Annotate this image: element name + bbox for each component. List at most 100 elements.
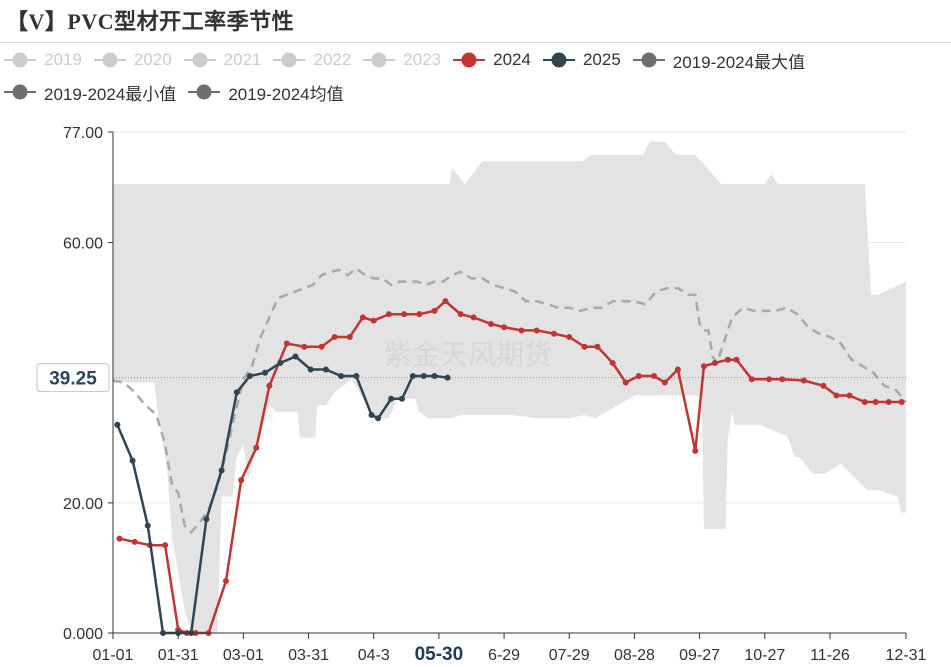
data-point: [114, 421, 121, 428]
legend-item-2025[interactable]: 2025: [541, 50, 621, 70]
legend-item-2024[interactable]: 2024: [451, 50, 531, 70]
data-point: [203, 516, 210, 523]
data-point: [488, 320, 495, 327]
legend-item-2022[interactable]: 2022: [271, 50, 351, 70]
data-point: [420, 372, 427, 379]
legend-item-2019-2024[interactable]: 2019-2024最小值: [2, 80, 176, 105]
title-divider: [0, 42, 951, 43]
data-point: [885, 399, 892, 406]
data-point: [650, 372, 657, 379]
legend-marker-icon: [273, 52, 306, 68]
data-point: [661, 379, 668, 386]
data-point: [700, 363, 707, 370]
data-point: [779, 376, 786, 383]
legend-item-2019[interactable]: 2019: [2, 50, 82, 70]
y-tick-label: 60.00: [63, 236, 103, 253]
data-point: [442, 298, 449, 305]
data-point: [800, 377, 807, 384]
legend-row-1: 2019 2020 2021 2022 2023 2024 2025 2019-2024最大值: [2, 44, 947, 76]
data-point: [833, 392, 840, 399]
series-2024: [116, 298, 905, 636]
data-point: [457, 311, 464, 318]
data-point: [501, 324, 508, 331]
legend-marker-icon: [4, 84, 36, 100]
x-tick-label: 11-26: [810, 647, 850, 664]
watermark-text: 紫金天风期货: [384, 338, 552, 371]
series-2019-2024: [112, 267, 907, 534]
min-max-band: [113, 141, 906, 634]
legend-marker-icon: [188, 84, 221, 100]
x-tick-label: 6-29: [488, 647, 520, 664]
data-point: [692, 447, 699, 454]
data-point: [609, 359, 616, 366]
data-point: [222, 577, 229, 584]
x-tick-label: 03-31: [288, 647, 329, 664]
axes: 0.000 20.00 60.00 77.00 01-01 01-31 03-01 03-31…: [36, 125, 927, 665]
legend-label: 2019: [44, 50, 82, 69]
data-point: [846, 392, 853, 399]
data-point: [518, 327, 525, 334]
pointer-value-box: [36, 363, 110, 393]
data-point: [711, 359, 718, 366]
data-point: [277, 359, 284, 366]
legend-item-2023[interactable]: 2023: [361, 50, 441, 70]
x-tick-label: 01-31: [158, 647, 199, 664]
legend-item-2019-2024[interactable]: 2019-2024均值: [186, 80, 344, 105]
legend-marker-icon: [542, 52, 575, 68]
data-point: [283, 340, 290, 347]
data-point: [416, 311, 423, 318]
legend-label: 2020: [133, 50, 172, 69]
y-tick-label: 77.00: [63, 125, 103, 142]
data-point: [872, 399, 879, 406]
data-point: [820, 382, 827, 389]
data-point: [253, 444, 260, 451]
data-point: [388, 395, 395, 402]
data-point: [233, 389, 240, 396]
band-area: [113, 141, 906, 634]
y-tick-label: 20.00: [63, 496, 103, 513]
data-point: [116, 535, 123, 542]
data-point: [733, 356, 740, 363]
data-point: [131, 538, 138, 545]
x-tick-label: 07-29: [549, 647, 590, 664]
data-point: [262, 369, 269, 376]
data-point: [431, 307, 438, 314]
data-point: [292, 353, 299, 360]
data-point: [622, 379, 629, 386]
data-point: [409, 372, 416, 379]
legend-label: 2024: [493, 50, 531, 69]
data-point: [533, 327, 540, 334]
legend-label: 2023: [403, 50, 442, 69]
data-point: [129, 457, 136, 464]
data-point: [338, 372, 345, 379]
x-tick-label: 12-31: [886, 647, 927, 664]
legend-item-2020[interactable]: 2020: [92, 50, 172, 70]
x-tick-label: 08-28: [614, 647, 655, 664]
data-point: [307, 366, 314, 373]
data-point: [162, 542, 169, 549]
x-tick-label: 10-27: [744, 647, 785, 664]
data-point: [301, 343, 308, 350]
data-point: [375, 415, 382, 422]
data-point: [581, 343, 588, 350]
data-point: [246, 372, 253, 379]
legend-item-2021[interactable]: 2021: [182, 50, 261, 70]
data-point: [385, 311, 392, 318]
data-point: [238, 477, 245, 484]
x-tick-label: 05-30: [415, 644, 464, 665]
data-point: [318, 343, 325, 350]
data-point: [431, 372, 438, 379]
data-point: [266, 382, 273, 389]
legend-marker-icon: [183, 52, 216, 68]
watermark-layer: 紫金天风期货: [384, 338, 552, 371]
data-point: [551, 330, 558, 337]
chart-title: 【V】PVC型材开工率季节性: [6, 9, 295, 34]
data-point: [353, 372, 360, 379]
data-point: [398, 395, 405, 402]
data-point: [359, 314, 366, 321]
legend-item-2019-2024[interactable]: 2019-2024最大值: [631, 48, 805, 73]
legend-label: 2019-2024最小值: [44, 84, 177, 104]
data-point: [898, 399, 905, 406]
data-point: [766, 376, 773, 383]
